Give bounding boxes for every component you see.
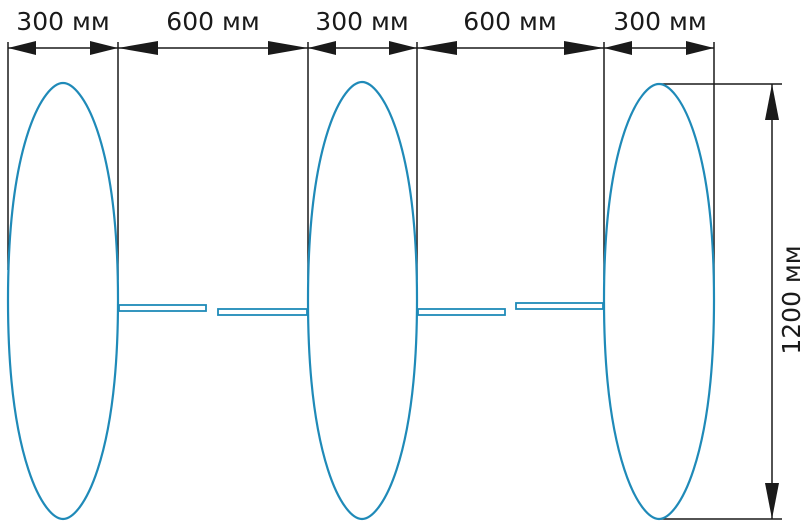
- dimension-label-height: 1200 мм: [777, 245, 804, 354]
- dimension-width-1: 300 мм: [8, 7, 118, 55]
- arm-2-right: [515, 302, 604, 310]
- dimension-width-3: 300 мм: [308, 7, 417, 55]
- barrier-arms: [118, 302, 604, 316]
- dimension-label-1: 300 мм: [16, 7, 109, 36]
- post-3: [602, 82, 716, 521]
- dimension-label-5: 300 мм: [613, 7, 706, 36]
- post-1: [6, 81, 120, 521]
- dimension-label-4: 600 мм: [463, 7, 556, 36]
- dimension-label-2: 600 мм: [166, 7, 259, 36]
- dimension-width-2: 600 мм: [118, 7, 308, 55]
- arm-1-left: [118, 304, 207, 312]
- dimension-width-5: 300 мм: [604, 7, 714, 55]
- arm-1-right: [217, 308, 308, 316]
- post-2: [306, 80, 419, 521]
- dimension-label-3: 300 мм: [315, 7, 408, 36]
- dimension-width-4: 600 мм: [417, 7, 604, 55]
- dimension-height: 1200 мм: [765, 84, 804, 519]
- arm-2-left: [417, 308, 506, 316]
- extension-lines: [7, 42, 782, 520]
